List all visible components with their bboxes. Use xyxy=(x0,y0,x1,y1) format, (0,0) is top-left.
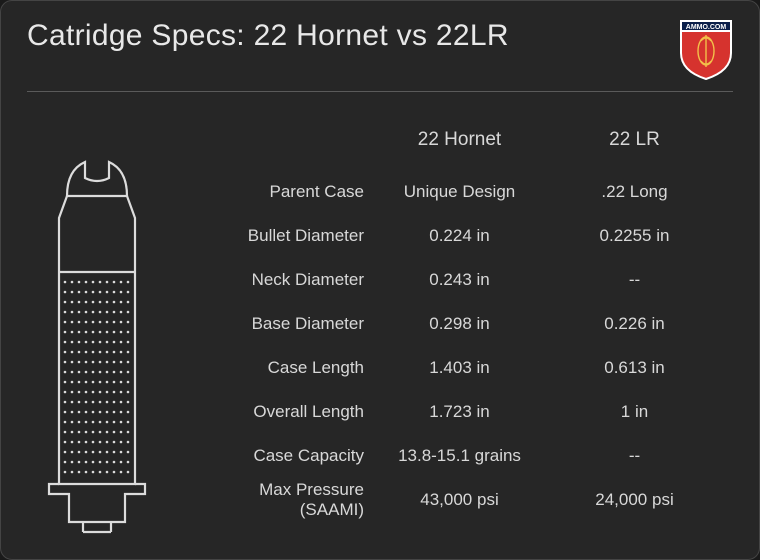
col1-header: 22 Hornet xyxy=(372,129,547,151)
cartridge-illustration xyxy=(27,118,167,534)
spec-value-col2: 0.2255 in xyxy=(547,226,722,246)
table-row: Overall Length 1.723 in 1 in xyxy=(197,390,733,434)
spec-label: Bullet Diameter xyxy=(197,226,372,246)
table-row: Case Capacity 13.8-15.1 grains -- xyxy=(197,434,733,478)
spec-label: Base Diameter xyxy=(197,314,372,334)
table-row: Bullet Diameter 0.224 in 0.2255 in xyxy=(197,214,733,258)
spec-value-col1: 0.224 in xyxy=(372,226,547,246)
spec-value-col2: -- xyxy=(547,446,722,466)
spec-value-col1: 1.723 in xyxy=(372,402,547,422)
spec-value-col1: 13.8-15.1 grains xyxy=(372,446,547,466)
header-divider xyxy=(27,91,733,92)
powder-dots xyxy=(64,281,130,474)
spec-value-col2: .22 Long xyxy=(547,182,722,202)
spec-value-col2: 0.226 in xyxy=(547,314,722,334)
spec-value-col2: 1 in xyxy=(547,402,722,422)
table-header-row: 22 Hornet 22 LR xyxy=(197,118,733,162)
spec-value-col1: Unique Design xyxy=(372,182,547,202)
brand-logo: AMMO.COM xyxy=(679,19,733,81)
spec-label: Max Pressure (SAAMI) xyxy=(197,480,372,521)
spec-label: Parent Case xyxy=(197,182,372,202)
spec-value-col1: 1.403 in xyxy=(372,358,547,378)
spec-label: Case Length xyxy=(197,358,372,378)
table-row: Parent Case Unique Design .22 Long xyxy=(197,170,733,214)
card-header: Catridge Specs: 22 Hornet vs 22LR AMMO.C… xyxy=(27,19,733,81)
shield-logo-icon: AMMO.COM xyxy=(679,19,733,81)
cartridge-icon xyxy=(37,154,157,534)
col2-header: 22 LR xyxy=(547,129,722,151)
spec-label: Neck Diameter xyxy=(197,270,372,290)
spec-value-col2: 0.613 in xyxy=(547,358,722,378)
spec-value-col2: 24,000 psi xyxy=(547,490,722,510)
spec-value-col1: 43,000 psi xyxy=(372,490,547,510)
spec-label: Case Capacity xyxy=(197,446,372,466)
table-row: Base Diameter 0.298 in 0.226 in xyxy=(197,302,733,346)
table-row: Case Length 1.403 in 0.613 in xyxy=(197,346,733,390)
spec-value-col2: -- xyxy=(547,270,722,290)
table-row: Neck Diameter 0.243 in -- xyxy=(197,258,733,302)
table-row: Max Pressure (SAAMI) 43,000 psi 24,000 p… xyxy=(197,478,733,522)
spec-label: Overall Length xyxy=(197,402,372,422)
spec-value-col1: 0.243 in xyxy=(372,270,547,290)
spec-card: Catridge Specs: 22 Hornet vs 22LR AMMO.C… xyxy=(0,0,760,560)
card-title: Catridge Specs: 22 Hornet vs 22LR xyxy=(27,19,509,53)
spec-value-col1: 0.298 in xyxy=(372,314,547,334)
svg-text:AMMO.COM: AMMO.COM xyxy=(686,24,727,31)
specs-table: 22 Hornet 22 LR Parent Case Unique Desig… xyxy=(197,118,733,534)
content-area: 22 Hornet 22 LR Parent Case Unique Desig… xyxy=(27,118,733,534)
